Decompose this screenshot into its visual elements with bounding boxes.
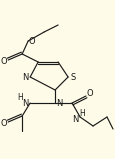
Text: O: O xyxy=(1,118,7,128)
Text: H: H xyxy=(79,108,84,118)
Text: O: O xyxy=(1,56,7,66)
Text: H: H xyxy=(17,93,23,103)
Text: N: N xyxy=(71,114,78,124)
Text: N: N xyxy=(55,98,62,107)
Text: N: N xyxy=(22,98,28,107)
Text: O: O xyxy=(86,90,93,98)
Text: O: O xyxy=(29,37,35,45)
Text: S: S xyxy=(70,73,75,82)
Text: N: N xyxy=(22,73,28,82)
